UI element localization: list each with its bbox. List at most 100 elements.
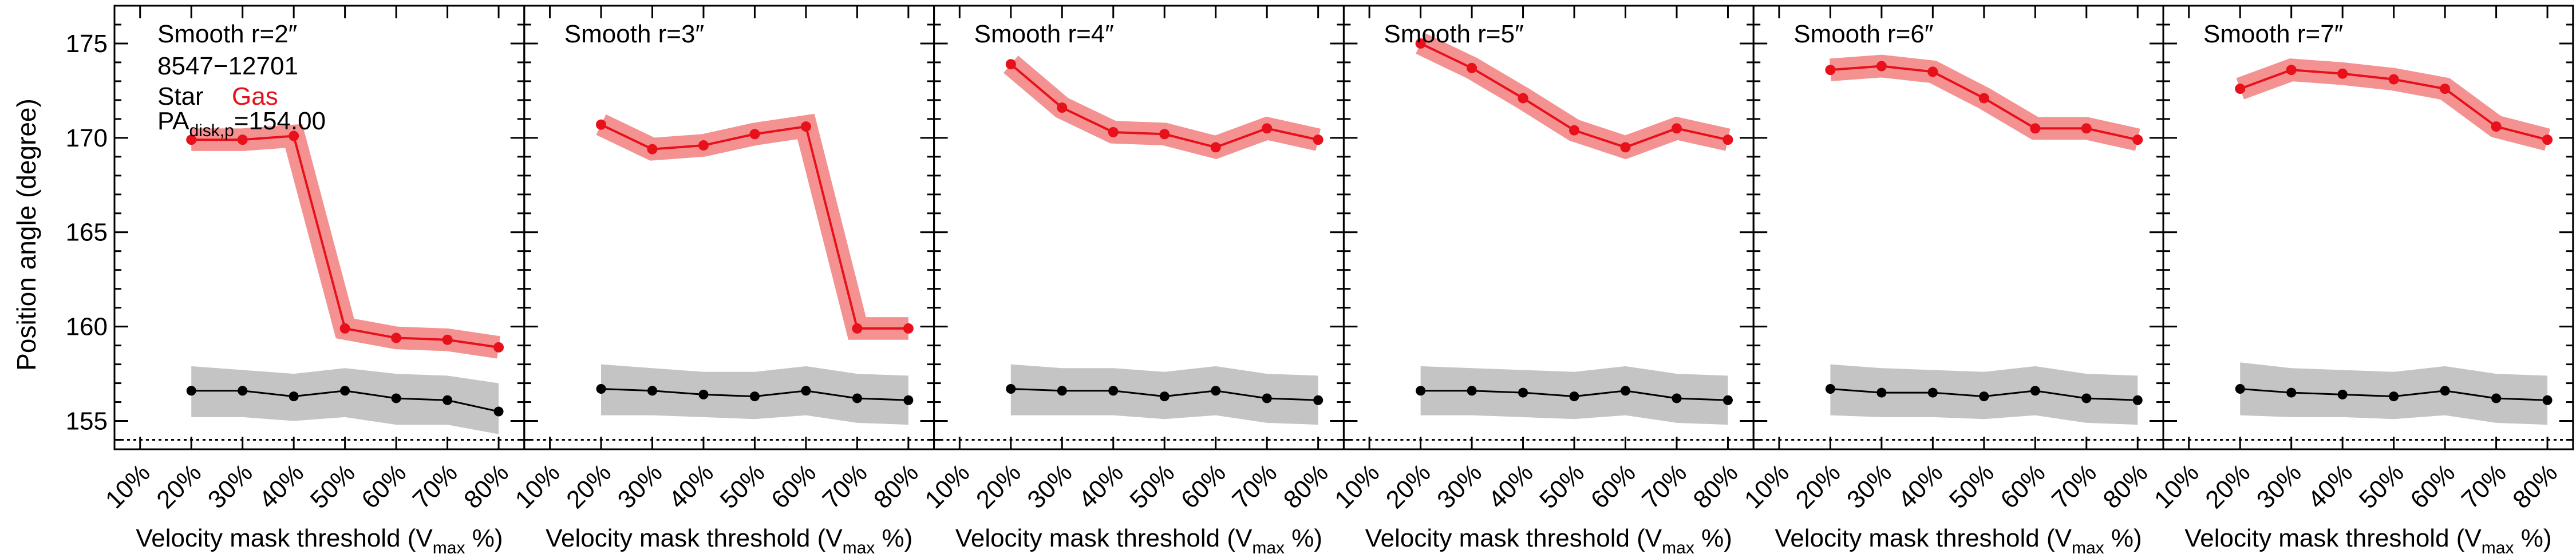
x-tick-label: 80% <box>2507 458 2563 514</box>
star-point <box>2440 386 2450 396</box>
gas-point <box>800 121 811 132</box>
star-point <box>1518 387 1528 398</box>
gas-point <box>442 334 453 345</box>
x-tick-label: 80% <box>2097 458 2153 514</box>
y-tick-label: 165 <box>66 219 108 247</box>
star-point <box>1467 386 1477 396</box>
star-point <box>2081 393 2092 403</box>
galaxy-id: 8547−12701 <box>157 52 298 80</box>
gas-point <box>237 134 248 145</box>
x-tick-label: 50% <box>1944 458 2000 514</box>
gas-point <box>1876 61 1887 72</box>
star-point <box>2286 387 2297 398</box>
x-tick-label: 70% <box>1227 458 1282 514</box>
x-tick-label: 10% <box>919 458 975 514</box>
star-point <box>1569 391 1579 402</box>
y-axis-label: Position angle (degree) <box>11 98 41 371</box>
star-point <box>2337 389 2348 399</box>
x-tick-label: 10% <box>1739 458 1795 514</box>
x-tick-label: 30% <box>203 458 258 514</box>
panel-6: 10%20%30%40%50%60%70%80% Velocity mask th… <box>2149 5 2574 557</box>
star-point <box>596 383 606 394</box>
x-axis-label: Velocity mask threshold (Vmax %) <box>955 524 1322 557</box>
gas-point <box>2542 134 2553 145</box>
x-axis-label: Velocity mask threshold (Vmax %) <box>136 524 503 557</box>
x-tick-label: 60% <box>1995 458 2050 514</box>
x-tick-label: 50% <box>1124 458 1180 514</box>
star-point <box>2491 393 2502 403</box>
gas-point <box>1825 65 1836 76</box>
x-tick-label: 70% <box>2046 458 2102 514</box>
x-tick-label: 50% <box>715 458 771 514</box>
gas-point <box>1671 123 1682 134</box>
star-point <box>289 391 299 402</box>
star-point <box>1211 386 1221 396</box>
gas-point <box>2286 65 2297 76</box>
panel-4: 10%20%30%40%50%60%70%80% Velocity mask th… <box>1329 5 1755 557</box>
x-tick-label: 60% <box>2405 458 2460 514</box>
gas-point <box>647 144 658 155</box>
x-axis-label: Velocity mask threshold (Vmax %) <box>2184 524 2551 557</box>
x-tick-label: 30% <box>1842 458 1897 514</box>
star-point <box>1672 393 1682 403</box>
gas-point <box>2132 134 2143 145</box>
gas-point <box>852 323 863 334</box>
star-point <box>852 393 862 403</box>
legend-star: Star <box>157 82 204 110</box>
x-tick-label: 40% <box>1073 458 1129 514</box>
star-point <box>903 395 914 405</box>
x-tick-label: 80% <box>868 458 924 514</box>
panel-title: Smooth r=5″ <box>1384 20 1523 48</box>
star-point <box>2235 383 2245 394</box>
gas-point <box>749 129 760 140</box>
star-point <box>801 386 811 396</box>
gas-point <box>2337 68 2348 79</box>
x-tick-label: 60% <box>356 458 412 514</box>
gas-point <box>1005 59 1016 70</box>
x-tick-label: 30% <box>1022 458 1077 514</box>
x-tick-label: 40% <box>1483 458 1539 514</box>
star-point <box>1057 386 1067 396</box>
y-tick-label: 155 <box>66 407 108 436</box>
gas-point <box>1620 142 1631 153</box>
x-tick-label: 20% <box>561 458 617 514</box>
x-tick-label: 50% <box>305 458 361 514</box>
gas-point <box>1262 123 1273 134</box>
gas-point <box>1415 38 1426 49</box>
gas-point <box>1569 125 1580 136</box>
star-point <box>1876 387 1887 398</box>
gas-point <box>289 130 299 141</box>
x-axis-label: Velocity mask threshold (Vmax %) <box>1365 524 1732 557</box>
x-tick-label: 40% <box>254 458 309 514</box>
star-point <box>238 386 248 396</box>
gas-point <box>1978 93 1989 104</box>
x-tick-label: 40% <box>1893 458 1949 514</box>
star-point <box>647 386 657 396</box>
panel-title: Smooth r=2″ <box>157 20 297 48</box>
star-point <box>2132 395 2143 405</box>
star-point <box>1825 383 1835 394</box>
panel-5: 10%20%30%40%50%60%70%80% Velocity mask th… <box>1739 5 2164 557</box>
gas-point <box>1313 134 1323 145</box>
x-tick-label: 60% <box>1176 458 1231 514</box>
x-tick-label: 20% <box>1791 458 1846 514</box>
x-tick-label: 30% <box>613 458 668 514</box>
y-tick-label: 170 <box>66 124 108 152</box>
star-point <box>1927 387 1938 398</box>
panel-title: Smooth r=6″ <box>1793 20 1933 48</box>
x-tick-label: 20% <box>1381 458 1436 514</box>
star-point <box>1416 386 1426 396</box>
star-point <box>749 391 760 402</box>
x-tick-label: 70% <box>817 458 873 514</box>
gas-point <box>1210 142 1221 153</box>
panel-frame <box>2162 5 2574 450</box>
x-tick-label: 70% <box>2456 458 2512 514</box>
x-tick-label: 70% <box>1637 458 1692 514</box>
x-tick-label: 70% <box>408 458 463 514</box>
star-point <box>1313 395 1323 405</box>
gas-point <box>698 140 709 151</box>
gas-point <box>596 119 607 130</box>
panel-1: 155 160 165 170 175 10%20%30%40%50%60%70%80% V… <box>66 5 526 557</box>
gas-point <box>186 134 197 145</box>
